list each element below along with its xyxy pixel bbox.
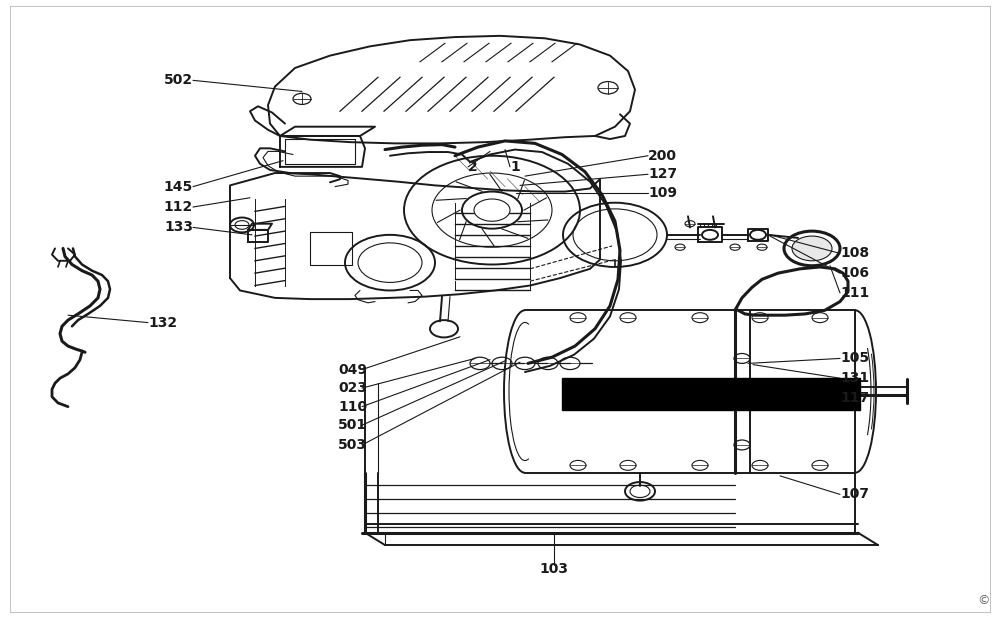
Circle shape [474,199,510,221]
Text: 105: 105 [840,352,869,365]
Text: 112: 112 [164,200,193,214]
Text: 501: 501 [338,418,367,432]
Text: 502: 502 [164,74,193,87]
Text: 103: 103 [540,562,568,575]
Bar [562,378,860,410]
Text: 117: 117 [840,391,869,405]
Text: 2: 2 [468,160,478,174]
Text: 111: 111 [840,286,869,300]
Text: 108: 108 [840,247,869,260]
Text: 106: 106 [840,266,869,280]
Text: 109: 109 [648,186,677,200]
Text: 503: 503 [338,438,367,452]
Text: 127: 127 [648,167,677,181]
Text: 110: 110 [338,400,367,413]
Text: 131: 131 [840,371,869,385]
Text: 133: 133 [164,221,193,234]
Circle shape [792,236,832,261]
Text: 049: 049 [338,363,367,376]
Text: 107: 107 [840,488,869,501]
Text: 023: 023 [338,381,367,395]
Text: 145: 145 [164,180,193,193]
Text: 1: 1 [510,160,520,174]
Text: 132: 132 [148,316,177,329]
Text: ©: © [978,594,990,607]
Text: 200: 200 [648,149,677,163]
